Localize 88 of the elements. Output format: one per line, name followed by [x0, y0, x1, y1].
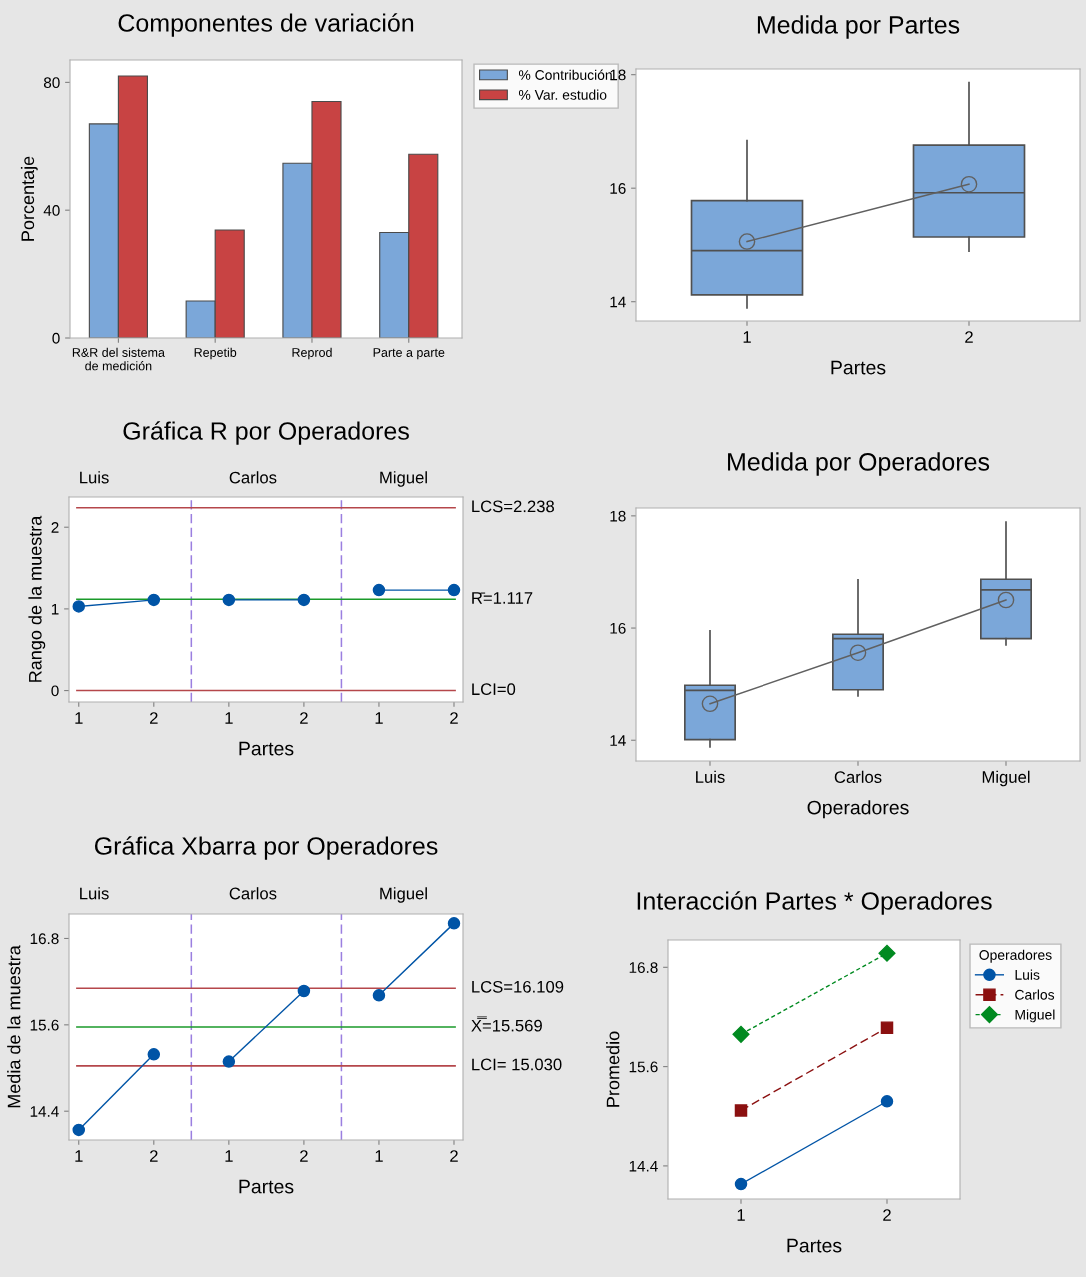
- x-tick-label: 1: [375, 1150, 383, 1162]
- x-tick-label: Repetib: [194, 347, 237, 360]
- chart-title: Componentes de variación: [118, 13, 414, 37]
- legend-label: Luis: [1015, 969, 1040, 980]
- y-tick-label: 16: [610, 622, 626, 634]
- point: [297, 593, 311, 607]
- y-axis-title: Porcentaje: [20, 156, 38, 241]
- chart-title: Gráfica Xbarra por Operadores: [94, 836, 438, 860]
- point: [732, 1025, 750, 1043]
- text: Miguel: [380, 887, 427, 903]
- legend-label: % Var. estudio: [518, 89, 607, 100]
- point: [880, 1095, 894, 1108]
- x-tick-label: Miguel: [982, 770, 1030, 787]
- y-tick-label: 16.8: [629, 962, 658, 973]
- x-tick-label: 2: [300, 712, 308, 724]
- text: Carlos: [229, 887, 277, 900]
- y-tick-label: 0: [52, 332, 60, 344]
- y-tick-label: 14.4: [629, 1160, 658, 1172]
- x-tick-label: 1: [225, 712, 233, 724]
- x-tick-label: 1: [375, 712, 383, 724]
- legend-label: Carlos: [1015, 989, 1055, 1000]
- text: Luis: [80, 471, 109, 484]
- y-tick-label: 18: [610, 510, 626, 522]
- x-tick-label: R&R del sistema de medición: [72, 347, 165, 371]
- y-tick-label: 18: [610, 69, 626, 81]
- x-tick-label: 1: [75, 1150, 83, 1162]
- point: [72, 600, 86, 613]
- legend-title: Operadores: [979, 949, 1052, 963]
- y-axis-title: Rango de la muestra: [28, 515, 46, 682]
- ref-line-label: X̿=15.569: [471, 1016, 542, 1032]
- x-tick-label: Parte a parte: [373, 348, 445, 360]
- chart-title: Medida por Partes: [757, 15, 960, 39]
- x-axis-title: Partes: [787, 1238, 842, 1253]
- y-tick-label: 16: [610, 183, 626, 194]
- ref-line-label: LCS=16.109: [472, 980, 564, 993]
- x-tick-label: 2: [150, 712, 158, 724]
- ref-line-label: R̄=1.117: [472, 592, 533, 604]
- x-tick-label: 1: [225, 1150, 233, 1162]
- point: [372, 989, 386, 1002]
- point: [878, 944, 896, 962]
- point: [147, 1048, 161, 1061]
- y-tick-label: 14.4: [30, 1106, 59, 1117]
- y-tick-label: 15.6: [629, 1061, 658, 1073]
- x-tick-label: Reprod: [292, 347, 332, 360]
- y-axis-title: Media de la muestra: [7, 945, 21, 1108]
- y-tick-label: 2: [51, 522, 59, 533]
- point: [297, 984, 311, 998]
- chart-title: Interacción Partes * Operadores: [637, 891, 992, 915]
- ref-line-label: LCI= 15.030: [472, 1058, 562, 1071]
- y-axis-title: Promedio: [606, 1031, 620, 1107]
- y-tick-label: 15.6: [30, 1019, 59, 1031]
- text: Luis: [80, 887, 109, 900]
- chart-title: Medida por Operadores: [728, 452, 990, 476]
- y-tick-label: 80: [43, 77, 60, 89]
- x-axis-title: Partes: [239, 741, 294, 756]
- x-axis-title: Partes: [239, 1179, 294, 1194]
- x-tick-label: 2: [150, 1150, 158, 1162]
- point: [447, 917, 461, 930]
- legend-label: Miguel: [1015, 1009, 1055, 1023]
- point: [734, 1177, 748, 1191]
- y-tick-label: 0: [51, 685, 59, 697]
- point: [222, 1055, 236, 1068]
- x-tick-label: 2: [450, 1150, 458, 1162]
- x-tick-label: 1: [75, 712, 83, 724]
- text: Miguel: [380, 471, 427, 487]
- x-tick-label: Luis: [696, 770, 725, 783]
- x-axis-title: Operadores: [807, 800, 909, 819]
- x-tick-label: 2: [450, 712, 458, 724]
- text: Carlos: [229, 471, 277, 484]
- x-tick-label: Carlos: [834, 770, 882, 783]
- point: [147, 593, 161, 607]
- chart-title: Gráfica R por Operadores: [123, 421, 409, 445]
- point: [880, 1021, 894, 1034]
- point: [372, 583, 386, 597]
- point: [447, 583, 461, 597]
- x-tick-label: 2: [300, 1150, 308, 1162]
- y-tick-label: 14: [610, 296, 626, 308]
- y-tick-label: 16.8: [30, 933, 59, 945]
- y-tick-label: 40: [43, 205, 60, 216]
- y-tick-label: 1: [51, 603, 59, 615]
- x-axis-title: Partes: [831, 360, 886, 375]
- point: [734, 1104, 748, 1117]
- legend-label: % Contribución: [518, 69, 612, 80]
- point: [222, 593, 236, 607]
- ref-line-label: LCI=0: [472, 683, 516, 696]
- point: [72, 1123, 86, 1137]
- ref-line-label: LCS=2.238: [472, 500, 555, 513]
- y-tick-label: 14: [610, 735, 626, 746]
